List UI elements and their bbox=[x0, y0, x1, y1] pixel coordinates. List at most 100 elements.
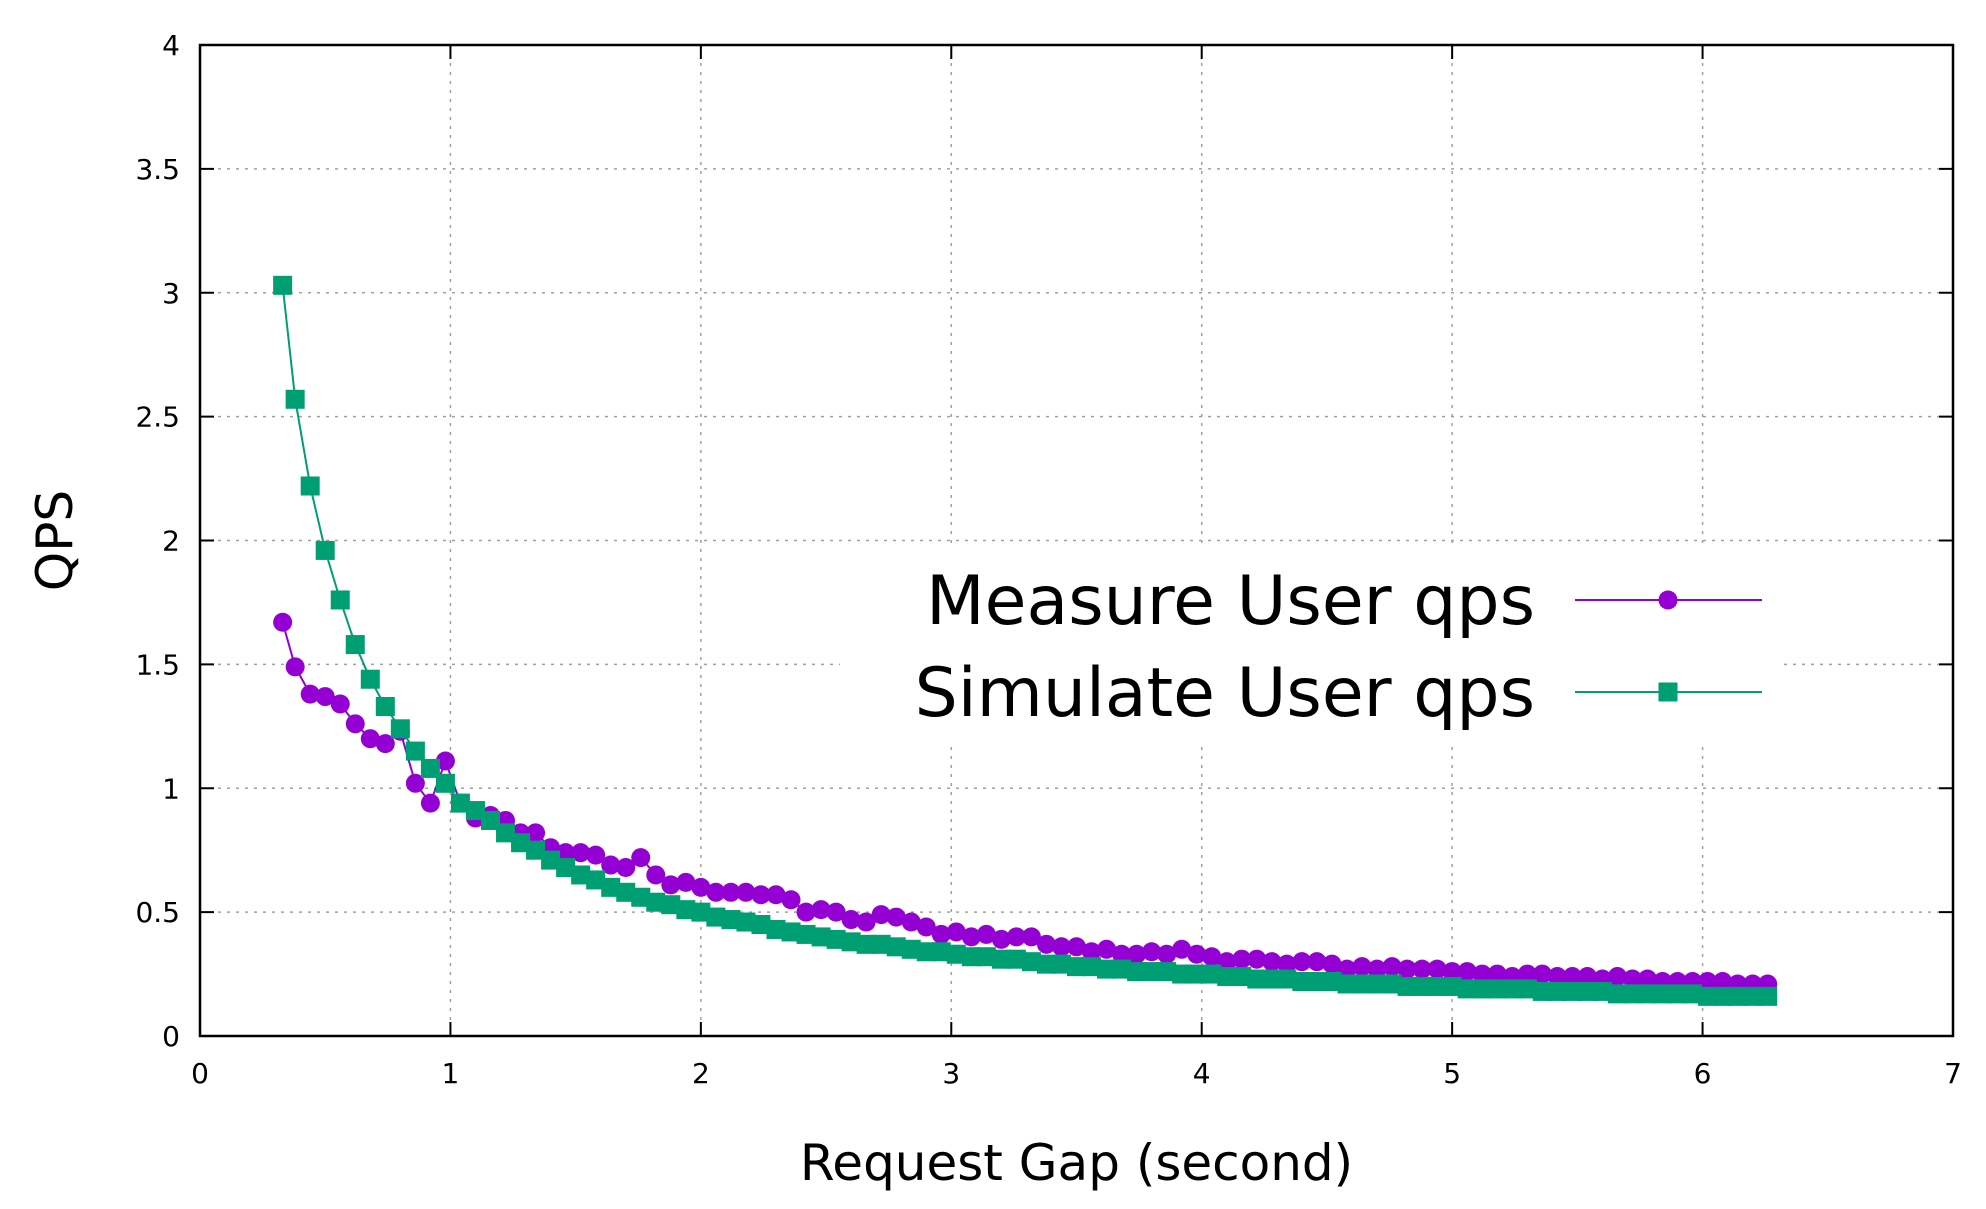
data-point bbox=[1051, 937, 1071, 957]
x-tick-label: 7 bbox=[1944, 1057, 1962, 1090]
data-point bbox=[1352, 957, 1372, 977]
data-point bbox=[886, 907, 906, 927]
data-point bbox=[811, 927, 831, 947]
data-point bbox=[1622, 969, 1642, 989]
data-point bbox=[273, 612, 293, 632]
data-point bbox=[751, 915, 771, 935]
data-point bbox=[841, 932, 861, 952]
data-point bbox=[1202, 947, 1222, 967]
data-point bbox=[315, 687, 335, 707]
data-point bbox=[1337, 974, 1357, 994]
x-tick-label: 2 bbox=[692, 1057, 710, 1090]
data-point bbox=[496, 823, 516, 843]
x-axis-title: Request Gap (second) bbox=[800, 1134, 1353, 1192]
data-point bbox=[273, 275, 293, 295]
data-point bbox=[601, 877, 621, 897]
data-point bbox=[1322, 971, 1342, 991]
data-point bbox=[1112, 959, 1132, 979]
data-point bbox=[1487, 964, 1507, 984]
data-point bbox=[1412, 976, 1432, 996]
data-point bbox=[360, 729, 380, 749]
data-point bbox=[1187, 944, 1207, 964]
data-point bbox=[931, 924, 951, 944]
data-point bbox=[1457, 979, 1477, 999]
data-point bbox=[1442, 962, 1462, 982]
data-point bbox=[1006, 927, 1026, 947]
data-point bbox=[1547, 967, 1567, 987]
data-point bbox=[1307, 971, 1327, 991]
data-point bbox=[916, 917, 936, 937]
data-point bbox=[1322, 954, 1342, 974]
data-point bbox=[721, 882, 741, 902]
data-point bbox=[1082, 957, 1102, 977]
data-point bbox=[1021, 952, 1041, 972]
data-point bbox=[1172, 964, 1192, 984]
data-point bbox=[706, 907, 726, 927]
data-point bbox=[1247, 969, 1267, 989]
data-point bbox=[1607, 967, 1627, 987]
data-point bbox=[1547, 981, 1567, 1001]
data-point bbox=[1758, 986, 1778, 1006]
legend-label-simulate: Simulate User qps bbox=[915, 654, 1535, 733]
data-point bbox=[300, 476, 320, 496]
data-point bbox=[631, 848, 651, 868]
data-point bbox=[1097, 959, 1117, 979]
x-tick-label: 0 bbox=[191, 1057, 209, 1090]
data-point bbox=[556, 858, 576, 878]
data-point bbox=[826, 902, 846, 922]
data-point bbox=[991, 929, 1011, 949]
data-point bbox=[871, 905, 891, 925]
data-point bbox=[901, 939, 921, 959]
data-point bbox=[1187, 964, 1207, 984]
data-point bbox=[676, 872, 696, 892]
data-point bbox=[646, 892, 666, 912]
x-tick-label: 1 bbox=[442, 1057, 460, 1090]
data-point bbox=[601, 855, 621, 875]
y-tick-label: 0.5 bbox=[135, 896, 180, 929]
data-point bbox=[1607, 984, 1627, 1004]
data-point bbox=[556, 843, 576, 863]
x-tick-label: 4 bbox=[1193, 1057, 1211, 1090]
data-point bbox=[946, 944, 966, 964]
data-point bbox=[1472, 979, 1492, 999]
data-point bbox=[1427, 976, 1447, 996]
data-point bbox=[1668, 984, 1688, 1004]
data-point bbox=[1367, 974, 1387, 994]
data-point bbox=[916, 942, 936, 962]
data-point bbox=[991, 949, 1011, 969]
data-point bbox=[285, 657, 305, 677]
data-point bbox=[661, 895, 681, 915]
data-point bbox=[435, 773, 455, 793]
data-point bbox=[736, 882, 756, 902]
y-tick-label: 3 bbox=[162, 277, 180, 310]
data-point bbox=[1472, 964, 1492, 984]
data-point bbox=[1232, 949, 1252, 969]
data-point bbox=[1637, 984, 1657, 1004]
data-point bbox=[691, 902, 711, 922]
data-point bbox=[1337, 959, 1357, 979]
data-point bbox=[1277, 969, 1297, 989]
data-point bbox=[1713, 986, 1733, 1006]
data-point bbox=[1157, 962, 1177, 982]
data-point bbox=[450, 793, 470, 813]
data-point bbox=[1262, 952, 1282, 972]
data-point bbox=[751, 885, 771, 905]
data-point bbox=[315, 540, 335, 560]
data-point bbox=[1067, 957, 1086, 977]
x-tick-label: 3 bbox=[942, 1057, 960, 1090]
data-point bbox=[1457, 962, 1477, 982]
data-point bbox=[405, 741, 425, 761]
data-point bbox=[586, 845, 606, 865]
data-point bbox=[886, 937, 906, 957]
data-point bbox=[781, 890, 801, 910]
data-point bbox=[796, 902, 816, 922]
data-point bbox=[541, 850, 561, 870]
data-point bbox=[1412, 959, 1432, 979]
data-point bbox=[390, 719, 410, 739]
series-simulate bbox=[273, 275, 1778, 1006]
data-point bbox=[1051, 954, 1071, 974]
data-point bbox=[1307, 952, 1327, 972]
data-point bbox=[1292, 971, 1312, 991]
x-tick-label: 6 bbox=[1694, 1057, 1712, 1090]
